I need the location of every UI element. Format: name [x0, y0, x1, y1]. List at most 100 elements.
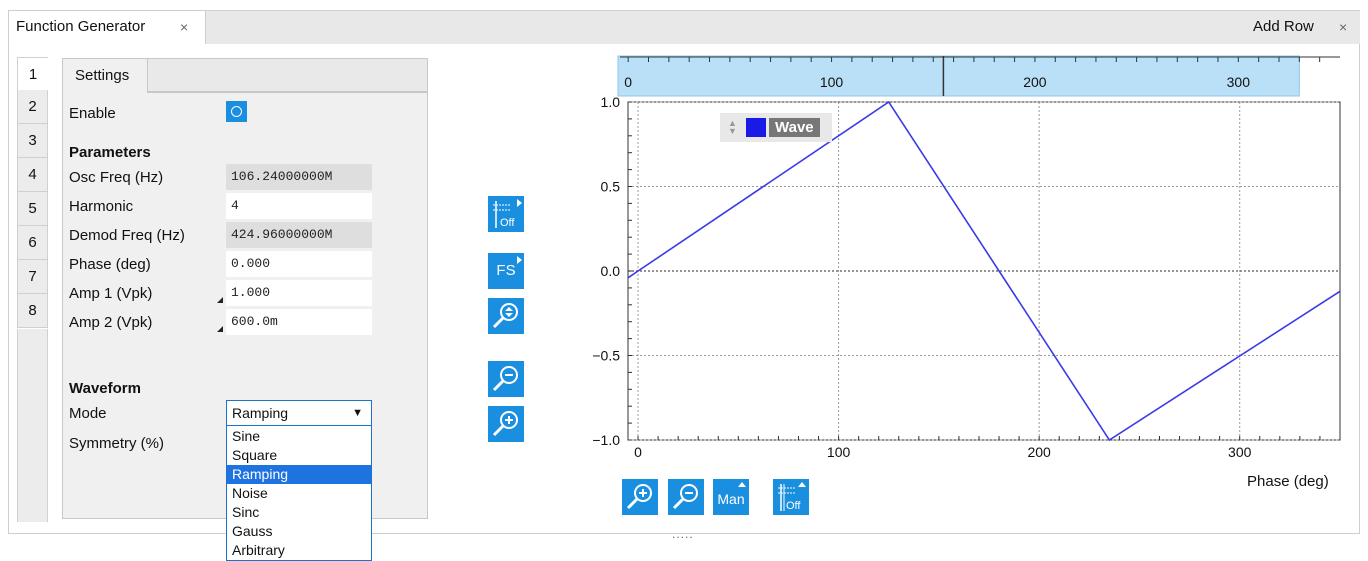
legend[interactable]: ▲ ▼ Wave — [720, 113, 832, 142]
tab-function-generator[interactable] — [8, 10, 206, 45]
zoom-out-icon — [672, 484, 698, 510]
harmonic-field[interactable]: 4 — [226, 193, 372, 219]
y-tick-label: 1.0 — [601, 94, 621, 110]
legend-label-wave: Wave — [769, 118, 820, 137]
mode-label: Mode — [69, 405, 107, 422]
mode-option-ramping[interactable]: Ramping — [227, 465, 371, 484]
mode-select[interactable]: Ramping ▼ — [226, 400, 372, 426]
y-tick-label: −1.0 — [592, 432, 620, 448]
phase-field[interactable]: 0.000 — [226, 251, 372, 277]
overview-tick-label: 200 — [1023, 74, 1047, 90]
mode-select-value: Ramping — [232, 405, 289, 421]
side-tab-7[interactable]: 7 — [17, 260, 48, 294]
mode-option-sinc[interactable]: Sinc — [232, 504, 260, 520]
overview-tick-label: 300 — [1227, 74, 1251, 90]
osc-freq-field: 106.24000000M — [226, 164, 372, 190]
caret-right-icon — [517, 199, 522, 207]
x-grid-off-button[interactable]: Off — [773, 479, 809, 515]
x-zoom-out-button[interactable] — [668, 479, 704, 515]
zoom-out-button[interactable] — [488, 361, 524, 397]
plot-ticks: 0 100 200 300 1.0 0.5 0.0 −0.5 −1.0 — [592, 94, 1321, 460]
x-tick-label: 200 — [1027, 444, 1051, 460]
plot-series — [627, 100, 1341, 442]
toggle-ring-icon — [231, 106, 242, 117]
side-tab-3[interactable]: 3 — [17, 124, 48, 158]
side-tab-1[interactable]: 1 — [17, 57, 48, 91]
x-axis-label: Phase (deg) — [1247, 473, 1329, 490]
zoom-fit-icon — [492, 303, 518, 329]
caret-up-icon — [738, 482, 746, 487]
y-tick-label: 0.5 — [601, 179, 621, 195]
x-scale-man-button[interactable]: Man — [713, 479, 749, 515]
settings-tab-bar — [148, 58, 428, 92]
amp2-label: Amp 2 (Vpk) — [69, 314, 153, 331]
tab-strip — [8, 10, 1360, 44]
full-scale-button[interactable]: FS — [488, 253, 524, 289]
tab-settings-label: Settings — [75, 67, 130, 84]
x-tick-label: 0 — [634, 444, 642, 460]
x-zoom-in-button[interactable] — [622, 479, 658, 515]
demod-freq-label: Demod Freq (Hz) — [69, 227, 185, 244]
osc-freq-label: Osc Freq (Hz) — [69, 169, 164, 186]
side-tab-8[interactable]: 8 — [17, 294, 48, 328]
amp1-label: Amp 1 (Vpk) — [69, 285, 153, 302]
phase-label: Phase (deg) — [69, 256, 151, 273]
plot-grid — [627, 101, 1341, 441]
parameters-header: Parameters — [69, 144, 151, 161]
cursor-off-icon: Off — [493, 201, 515, 229]
wave-chart[interactable]: 0 100 200 300 0 100 200 300 1.0 0.5 0.0 −0.5 −1.0 — [580, 52, 1350, 470]
mode-option-gauss[interactable]: Gauss — [232, 523, 273, 539]
tab-function-generator-label: Function Generator — [16, 18, 146, 35]
mode-option-arbitrary[interactable]: Arbitrary — [232, 542, 285, 558]
add-row-button[interactable]: Add Row — [1253, 18, 1314, 35]
harmonic-label: Harmonic — [69, 198, 134, 215]
zoom-out-icon — [492, 366, 518, 392]
x-tick-label: 300 — [1228, 444, 1252, 460]
svg-text:Off: Off — [786, 500, 801, 512]
tab-settings[interactable] — [62, 58, 148, 93]
overview-tick-label: 0 — [624, 74, 632, 90]
demod-freq-field: 424.96000000M — [226, 222, 372, 248]
side-tab-2[interactable]: 2 — [17, 90, 48, 124]
x-tick-label: 100 — [827, 444, 851, 460]
side-tab-5[interactable]: 5 — [17, 192, 48, 226]
zoom-in-icon — [492, 411, 518, 437]
zoom-fit-button[interactable] — [488, 298, 524, 334]
overview-tick-label: 100 — [820, 74, 844, 90]
mode-option-noise[interactable]: Noise — [232, 485, 268, 501]
add-row-close-icon[interactable]: × — [1339, 19, 1348, 35]
caret-up-icon — [798, 482, 806, 487]
amp2-field[interactable]: 600.0m — [226, 309, 372, 335]
waveform-header: Waveform — [69, 380, 141, 397]
close-tab-icon[interactable]: × — [180, 19, 189, 35]
symmetry-label: Symmetry (%) — [69, 435, 164, 452]
zoom-in-button[interactable] — [488, 406, 524, 442]
side-tab-rail — [17, 329, 48, 522]
dropdown-arrow-icon: ▼ — [352, 407, 363, 419]
amp1-stepper-icon[interactable] — [217, 297, 223, 303]
caret-right-icon — [517, 256, 522, 264]
side-tab-6[interactable]: 6 — [17, 226, 48, 260]
amp1-field[interactable]: 1.000 — [226, 280, 372, 306]
series-line-wave — [627, 100, 1341, 442]
legend-swatch — [746, 118, 766, 137]
svg-text:Off: Off — [500, 217, 515, 229]
x-scale-man-label: Man — [717, 491, 745, 507]
side-tab-4[interactable]: 4 — [17, 158, 48, 192]
enable-toggle[interactable] — [226, 101, 247, 122]
y-tick-label: 0.0 — [601, 263, 621, 279]
grid-off-icon: Off — [778, 484, 801, 512]
mode-option-square[interactable]: Square — [232, 447, 278, 463]
full-scale-label: FS — [496, 262, 516, 279]
amp2-stepper-icon[interactable] — [217, 326, 223, 332]
y-tick-label: −0.5 — [592, 348, 620, 364]
mode-option-sine[interactable]: Sine — [232, 428, 261, 444]
mode-dropdown-list: Sine Square Ramping Noise Sinc Gauss Arb… — [226, 426, 372, 561]
enable-label: Enable — [69, 105, 116, 122]
resize-handle[interactable]: ..... — [672, 527, 694, 541]
overview-window — [617, 55, 1300, 97]
cursor-off-button[interactable]: Off — [488, 196, 524, 232]
legend-sort-icon[interactable]: ▲ ▼ — [728, 118, 737, 136]
overview-axis[interactable]: 0 100 200 300 — [617, 55, 1340, 97]
zoom-in-icon — [626, 484, 652, 510]
